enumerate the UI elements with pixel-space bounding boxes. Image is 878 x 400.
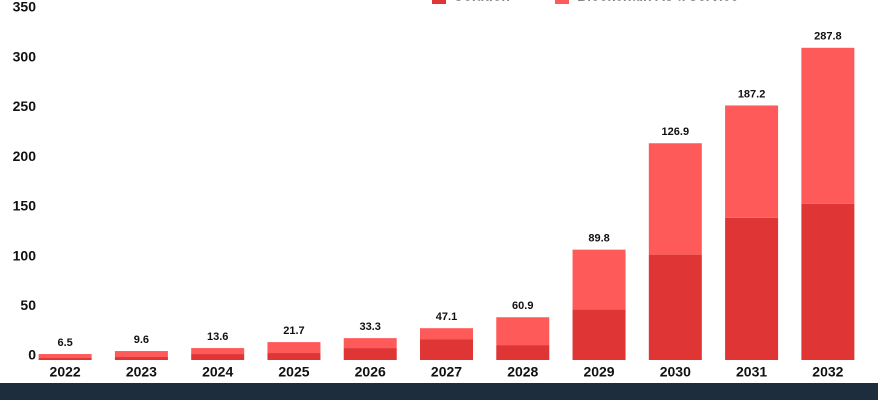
y-tick-label: 0	[28, 347, 36, 363]
bar-segment	[343, 338, 397, 349]
bar-segment	[572, 249, 626, 310]
bar-segment	[801, 47, 855, 204]
data-label: 13.6	[207, 331, 228, 343]
bar-segment	[191, 354, 245, 360]
bar-segment	[343, 348, 397, 360]
bar-segment	[572, 309, 626, 360]
x-tick-label: 2031	[736, 364, 767, 380]
data-label: 126.9	[662, 126, 690, 138]
bar-segment	[496, 345, 550, 360]
y-tick-label: 50	[20, 297, 36, 313]
y-tick-label: 200	[13, 148, 37, 164]
bar-segment	[801, 203, 855, 360]
legend-swatch	[432, 0, 446, 4]
bar-segment	[38, 358, 92, 360]
bar-segment	[725, 105, 779, 218]
x-tick-label: 2025	[278, 364, 309, 380]
data-label: 89.8	[588, 233, 609, 245]
bar-segment	[114, 351, 168, 358]
y-tick-label: 100	[13, 247, 37, 263]
legend-label: Blockchain As a Service	[577, 0, 739, 4]
x-tick-label: 2029	[583, 364, 614, 380]
data-label: 60.9	[512, 300, 533, 312]
bar-segment	[38, 354, 92, 359]
legend-label: Solution	[454, 0, 510, 4]
bar-segment	[420, 328, 473, 340]
bar-segment	[267, 353, 321, 360]
bar-segment	[496, 317, 550, 346]
bar-segment	[420, 339, 473, 360]
legend-swatch	[555, 0, 569, 4]
x-tick-label: 2024	[202, 364, 233, 380]
data-label: 287.8	[814, 31, 842, 43]
x-tick-label: 2022	[50, 364, 81, 380]
footer-bar	[0, 383, 878, 400]
data-label: 47.1	[436, 311, 457, 323]
data-label: 9.6	[134, 334, 149, 346]
y-tick-label: 150	[13, 198, 37, 214]
x-tick-label: 2023	[126, 364, 157, 380]
x-tick-label: 2032	[812, 364, 843, 380]
bar-segment	[267, 342, 321, 354]
x-tick-label: 2026	[355, 364, 386, 380]
data-label: 33.3	[360, 321, 381, 333]
y-tick-label: 350	[13, 0, 37, 15]
x-tick-label: 2027	[431, 364, 462, 380]
data-label: 21.7	[283, 325, 304, 337]
bar-segment	[191, 348, 245, 355]
bar-segment	[648, 143, 702, 255]
bar-segment	[114, 357, 168, 360]
bar-segment	[648, 254, 702, 360]
data-label: 187.2	[738, 88, 766, 100]
bar-segment	[725, 217, 779, 360]
x-tick-label: 2028	[507, 364, 538, 380]
data-label: 6.5	[57, 337, 72, 349]
y-tick-label: 300	[13, 48, 37, 64]
y-tick-label: 250	[13, 98, 37, 114]
x-tick-label: 2030	[660, 364, 691, 380]
